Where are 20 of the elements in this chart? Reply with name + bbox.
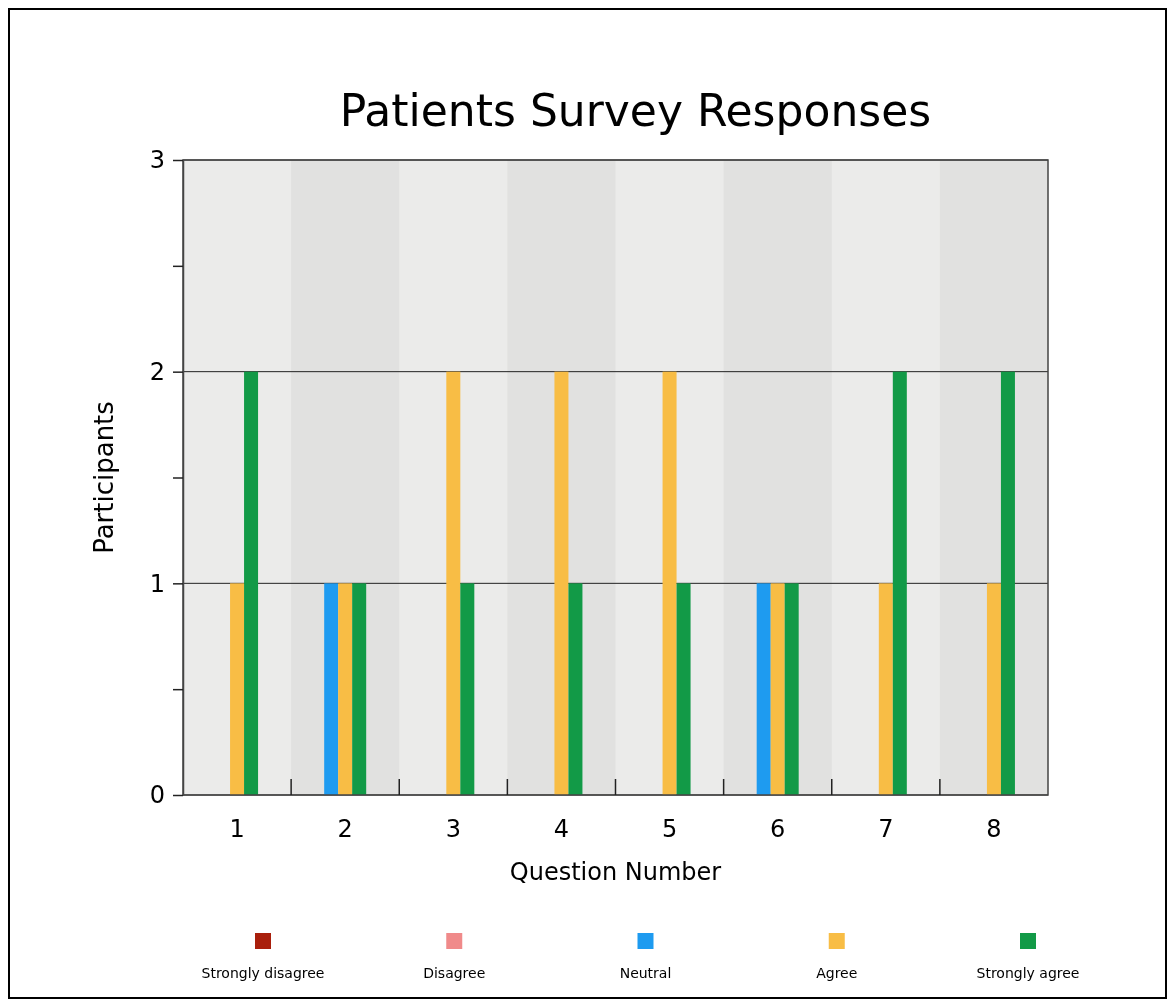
x-tick-label: 7 — [878, 815, 894, 843]
x-tick-label: 4 — [553, 815, 570, 843]
chart-title: Patients Survey Responses — [339, 85, 932, 136]
y-tick-label: 2 — [149, 357, 165, 386]
legend-label: Disagree — [423, 965, 486, 981]
x-tick-label: 8 — [986, 815, 1002, 843]
x-axis-title: Question Number — [509, 858, 722, 886]
x-tick-label: 5 — [661, 815, 678, 843]
x-tick-label: 6 — [770, 815, 786, 843]
y-axis-title: Participants — [89, 401, 119, 554]
x-tick-label: 1 — [229, 815, 245, 843]
legend-label: Strongly agree — [976, 965, 1080, 981]
y-tick-label: 0 — [149, 781, 165, 810]
y-tick-label: 1 — [149, 569, 165, 598]
legend-label: Neutral — [619, 965, 672, 981]
x-tick-label: 3 — [445, 815, 461, 843]
x-tick-label: 2 — [337, 815, 353, 843]
legend-label: Agree — [816, 965, 858, 981]
y-tick-label: 3 — [149, 146, 165, 175]
legend-label: Strongly disagree — [201, 965, 325, 981]
